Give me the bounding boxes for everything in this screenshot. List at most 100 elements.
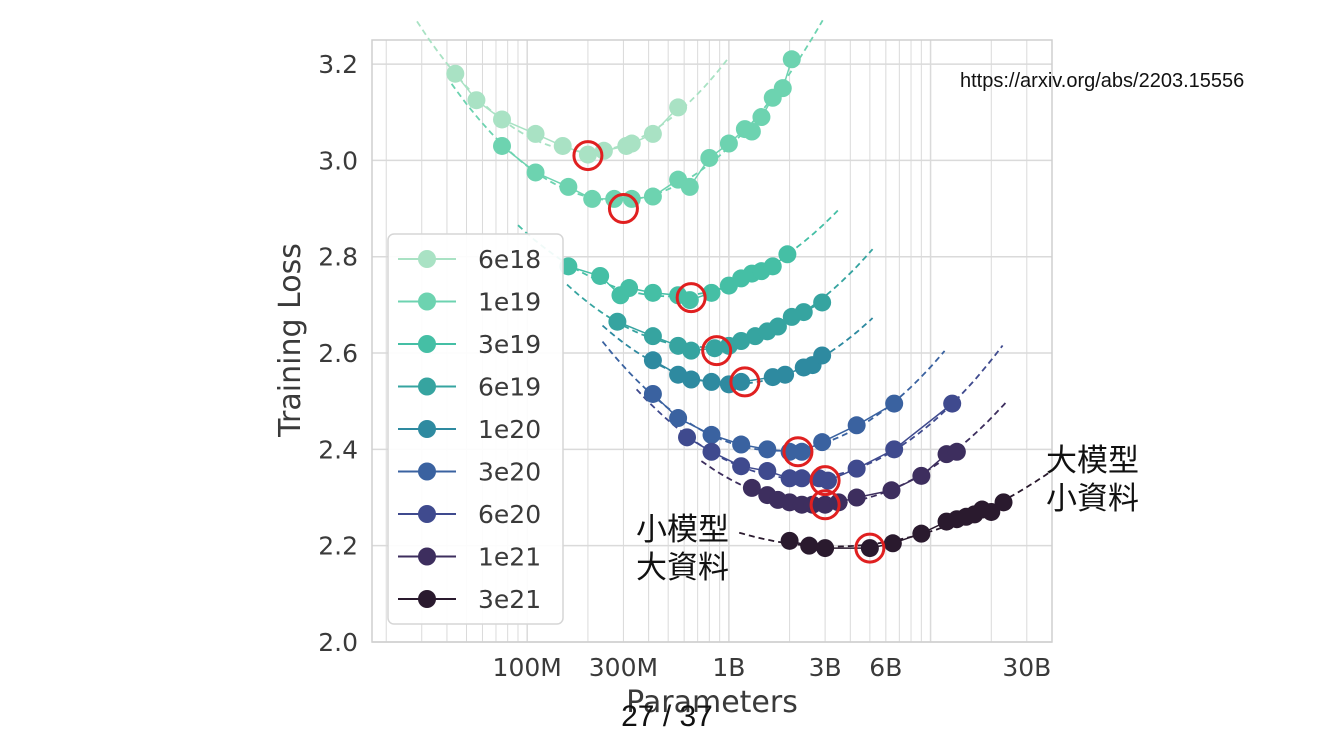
legend-swatch-marker [418,377,436,396]
legend-swatch-marker [418,335,436,353]
legend-label: 1e19 [478,288,541,317]
data-point [768,317,787,336]
data-point [705,339,724,358]
legend-swatch-marker [418,547,436,566]
series-6e18 [446,64,688,164]
optimum-marker [809,465,841,497]
data-point [591,266,610,285]
data-point [620,279,639,298]
data-point [669,98,688,117]
y-tick-label: 2.4 [318,435,358,464]
plot-frame [371,39,1053,643]
data-point [526,163,545,182]
annotation-large-model-line-1: 大模型 [1046,443,1139,479]
series-3e20 [643,384,904,461]
optimum-marker [854,532,886,564]
series-1e21 [742,442,966,514]
y-tick-label: 3.2 [318,50,358,79]
y-axis-label: Training Loss [273,243,308,438]
data-point [608,312,627,331]
optimum-marker [572,140,604,172]
data-point [669,409,688,428]
x-tick-label: 100M [493,653,562,682]
data-point [742,122,761,141]
data-point [758,462,777,481]
data-point [763,257,782,276]
data-point [732,457,751,476]
series-3e19 [559,245,797,310]
data-point [773,79,792,98]
data-point [559,257,578,276]
data-point [912,466,931,485]
data-point [643,187,662,206]
data-point [559,177,578,196]
data-point [912,524,931,543]
data-point [643,124,662,143]
data-point [700,148,719,167]
y-tick-label: 2.6 [318,339,358,368]
data-point [578,145,597,164]
source-url[interactable]: https://arxiv.org/abs/2203.15556 [960,70,1245,92]
optimum-markers [572,140,886,564]
data-point [800,536,819,555]
data-point [847,459,866,478]
legend-swatch-marker [418,250,436,268]
data-point [678,428,697,447]
legend-swatch-marker [418,292,436,311]
data-point [885,394,904,413]
data-point [860,539,879,558]
data-series [446,50,1013,558]
series-line [652,393,895,453]
data-point [643,327,662,346]
data-point [702,283,721,302]
data-point [758,440,777,459]
legend-label: 6e18 [478,245,541,274]
data-point [446,64,465,83]
data-point [816,539,835,558]
x-tick-label: 3B [809,653,842,682]
data-point [702,372,721,391]
data-point [752,108,771,127]
data-point [732,332,751,350]
data-point [883,534,902,553]
legend-label: 6e19 [478,373,541,402]
y-tick-label: 2.2 [318,532,358,561]
data-point [794,303,813,322]
data-point [943,394,962,413]
series-3e21 [780,493,1013,558]
x-tick-label: 30B [1002,653,1051,682]
legend-label: 1e20 [478,415,541,444]
data-point [818,471,837,490]
annotation-large-model: 大模型 小資料 [1046,442,1139,518]
x-tick-label: 6B [869,653,902,682]
data-point [732,435,751,454]
data-point [813,293,832,312]
annotation-small-model-line-1: 小模型 [636,512,729,548]
legend-swatch-marker [418,420,436,438]
data-point [493,110,512,129]
annotation-large-model-line-2: 小資料 [1046,481,1139,517]
y-tick-label: 2.8 [318,243,358,272]
y-tick-label: 2.0 [318,628,358,657]
data-point [467,91,486,110]
legend-label: 6e20 [478,500,541,529]
page-indicator: 27 / 37 [621,700,713,733]
legend-swatch-marker [418,462,436,481]
data-point [792,442,811,461]
data-point [680,177,699,196]
data-point [813,346,832,365]
x-axis-label: Parameters [626,685,798,720]
y-tick-labels: 2.0 2.2 2.4 2.6 2.8 3.0 3.2 [318,50,358,657]
data-point [682,341,701,360]
x-tick-label: 1B [712,653,745,682]
annotation-small-model: 小模型 大資料 [636,511,729,587]
data-point [947,442,966,461]
legend-swatch-marker [418,505,436,523]
data-point [526,124,545,143]
legend-label: 1e21 [478,543,541,572]
data-point [847,416,866,435]
data-point [792,469,811,488]
data-point [782,50,801,69]
x-tick-labels: 100M 300M 1B 3B 6B 30B [493,653,1052,682]
data-point [553,136,572,155]
